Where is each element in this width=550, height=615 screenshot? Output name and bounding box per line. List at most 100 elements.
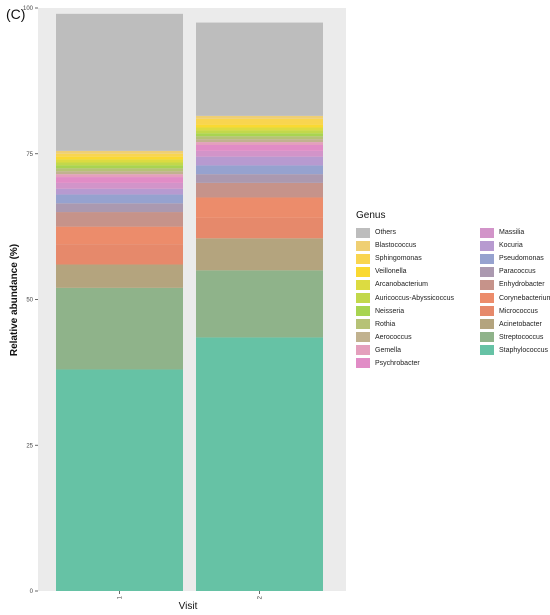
bar-segment-micrococcus-visit-2 [196,217,323,239]
legend-label-kocuria: Kocuria [499,242,523,250]
bar-segment-veillonella-visit-2 [196,124,323,128]
legend-key-pseudomonas [480,253,494,264]
legend-key-arcanobacterium [356,279,370,290]
legend-label-massilia: Massilia [499,229,525,237]
bar-segment-enhydrobacter-visit-1 [56,212,183,227]
bar-segment-pseudomonas-visit-1 [56,194,183,204]
legend-key-kocuria [480,240,494,251]
bar-segment-auricoccus-abyssicoccus-visit-1 [56,162,183,166]
bar-segment-sphingomonas-visit-1 [56,153,183,157]
y-tick-label-100: 100 [23,6,34,12]
legend-label-streptococcus: Streptococcus [499,333,544,341]
legend-key-blastococcus [356,240,370,251]
legend-key-psychrobacter [356,358,370,369]
legend-key-gemella [356,345,370,356]
bar-segment-arcanobacterium-visit-2 [196,127,323,131]
bar-segment-pseudomonas-visit-2 [196,165,323,175]
legend-label-paracoccus: Paracoccus [499,268,536,276]
bar-segment-rothia-visit-2 [196,136,323,140]
legend-label-sphingomonas: Sphingomonas [375,255,422,263]
legend-item-corynebacterium: Corynebacterium [480,291,550,304]
bar-segment-acinetobacter-visit-2 [196,238,323,271]
legend-item-streptococcus: Streptococcus [480,331,546,344]
legend-item-rothia: Rothia [356,318,480,331]
bar-segment-neisseria-visit-2 [196,133,323,137]
y-tick-label-50: 50 [26,298,33,304]
bar-segment-kocuria-visit-2 [196,156,323,166]
legend-item-acinetobacter: Acinetobacter [480,318,546,331]
y-tick-label-25: 25 [26,443,33,449]
legend-item-aerococcus: Aerococcus [356,331,480,344]
bar-segment-corynebacterium-visit-1 [56,226,183,245]
bar-segment-aerococcus-visit-2 [196,139,323,143]
legend-item-veillonella: Veillonella [356,265,480,278]
legend-key-others [356,227,370,238]
bar-segment-staphylococcus-visit-1 [56,369,183,591]
legend-label-aerococcus: Aerococcus [375,333,412,341]
bar-segment-massilia-visit-2 [196,150,323,157]
legend-key-sphingomonas [356,253,370,264]
bar-segment-blastococcus-visit-1 [56,150,183,154]
bar-segment-staphylococcus-visit-2 [196,337,323,591]
bars-group [56,13,323,591]
legend-key-massilia [480,227,494,238]
bar-segment-gemella-visit-2 [196,142,323,146]
legend-item-staphylococcus: Staphylococcus [480,344,548,357]
legend-key-veillonella [356,266,370,277]
legend-label-gemella: Gemella [375,346,402,354]
bar-segment-corynebacterium-visit-2 [196,197,323,218]
bar-segment-kocuria-visit-1 [56,188,183,195]
legend-item-massilia: Massilia [480,226,546,239]
legend-key-rothia [356,319,370,330]
bar-segment-neisseria-visit-1 [56,165,183,169]
legend-label-enhydrobacter: Enhydrobacter [499,281,545,289]
legend-item-others: Others [356,226,480,239]
legend-column-right: Massilia Kocuria Pseudomonas Paracoccus Enhy… [480,226,550,370]
bar-segment-others-visit-2 [196,22,323,116]
legend-key-streptococcus [480,332,494,343]
legend-title: Genus [356,210,386,221]
bar-segment-gemella-visit-1 [56,174,183,178]
panel-label: (C) [6,6,26,22]
bar-segment-veillonella-visit-1 [56,156,183,160]
legend-item-blastococcus: Blastococcus [356,239,480,252]
bar-segment-aerococcus-visit-1 [56,171,183,175]
legend-item-psychrobacter: Psychrobacter [356,357,480,370]
legend-key-enhydrobacter [480,279,494,290]
bar-segment-psychrobacter-visit-1 [56,177,183,183]
legend-key-paracoccus [480,266,494,277]
bar-segment-massilia-visit-1 [56,182,183,189]
legend-label-others: Others [375,229,397,237]
legend-item-neisseria: Neisseria [356,305,480,318]
x-axis-title: Visit [179,601,198,612]
bar-segment-micrococcus-visit-1 [56,244,183,265]
bar-segment-acinetobacter-visit-1 [56,264,183,288]
legend-columns: Others Blastococcus Sphingomonas Veillonell… [356,226,550,370]
legend-key-corynebacterium [480,293,494,304]
legend-key-neisseria [356,306,370,317]
bar-segment-paracoccus-visit-1 [56,203,183,213]
bar-segment-paracoccus-visit-2 [196,174,323,183]
y-tick-label-75: 75 [26,152,33,158]
legend-label-psychrobacter: Psychrobacter [375,359,420,367]
legend-label-corynebacterium: Corynebacterium [499,294,550,302]
bar-segment-blastococcus-visit-2 [196,115,323,119]
legend-item-kocuria: Kocuria [480,239,546,252]
x-tick-label-1: 1 [118,595,124,599]
legend-label-veillonella: Veillonella [375,268,407,276]
x-tick-label-2: 2 [258,595,264,599]
legend-item-micrococcus: Micrococcus [480,305,546,318]
legend-label-pseudomonas: Pseudomonas [499,255,544,263]
legend-item-sphingomonas: Sphingomonas [356,252,480,265]
legend-item-gemella: Gemella [356,344,480,357]
legend-label-micrococcus: Micrococcus [499,307,538,315]
bar-segment-psychrobacter-visit-2 [196,145,323,151]
bar-segment-streptococcus-visit-1 [56,287,183,370]
legend-column-left: Others Blastococcus Sphingomonas Veillonell… [356,226,480,370]
legend-key-micrococcus [480,306,494,317]
legend-label-rothia: Rothia [375,320,396,328]
bar-segment-auricoccus-abyssicoccus-visit-2 [196,130,323,134]
legend-item-auricoccus-abyssicoccus: Auricoccus-Abyssicoccus [356,291,480,304]
